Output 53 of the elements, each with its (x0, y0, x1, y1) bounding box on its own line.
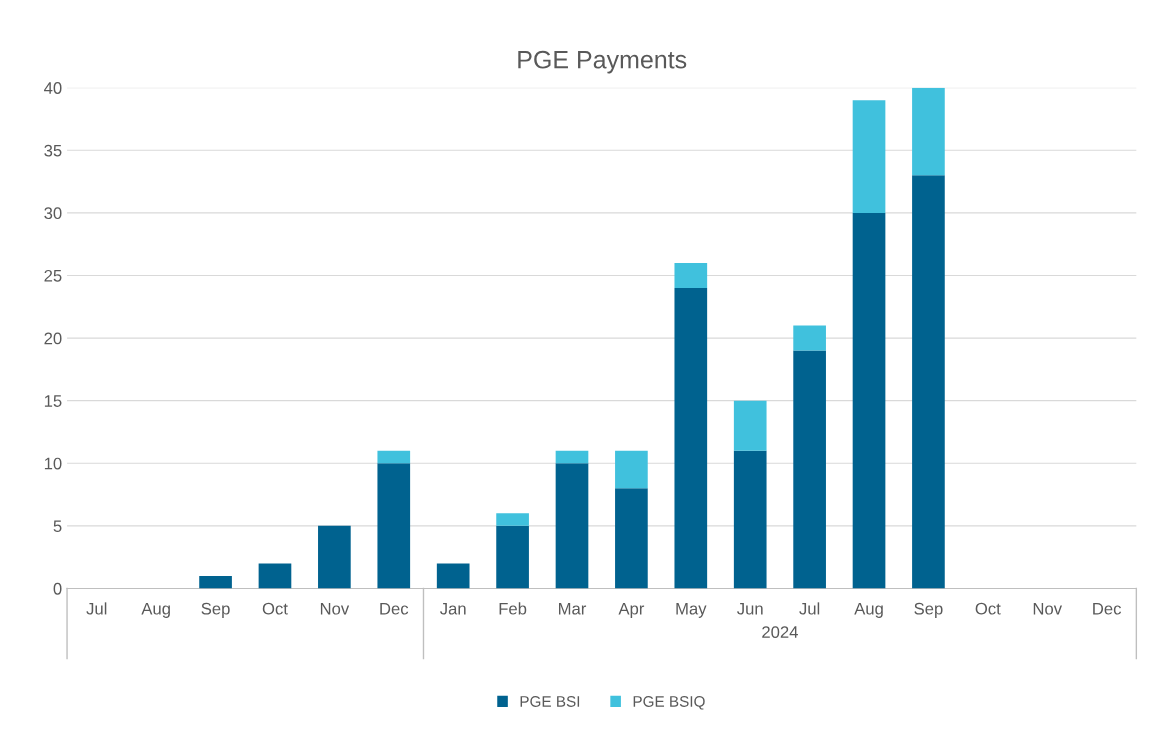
x-tick-label: Jun (737, 602, 763, 615)
x-tick-label: Nov (1033, 602, 1062, 615)
x-tick-label: Jul (86, 602, 107, 615)
bar (674, 262, 708, 289)
bar (793, 325, 826, 351)
x-tick-label: Sep (201, 602, 230, 618)
legend-label: PGE BSIQ (633, 696, 705, 710)
y-tick-label: 30 (44, 207, 62, 220)
bar (377, 450, 411, 464)
y-tick-label: 0 (53, 582, 62, 595)
bar (377, 463, 411, 589)
x-tick-label: Oct (975, 602, 1001, 615)
x-tick-label: Nov (320, 602, 350, 615)
x-tick-label: Jul (799, 602, 820, 615)
x-tick-label: Mar (559, 602, 587, 615)
x-tick-label: Oct (262, 602, 288, 615)
bar (318, 525, 351, 589)
bar (258, 563, 292, 589)
y-tick-label: 20 (44, 332, 62, 345)
bar (733, 400, 767, 451)
x-tick-label: Aug (854, 602, 883, 618)
y-tick-label: 15 (44, 395, 62, 407)
x-tick-label: May (676, 602, 707, 618)
bar (852, 212, 886, 589)
x-tick-label: Feb (499, 602, 527, 615)
bar (496, 525, 529, 589)
y-tick-label: 5 (53, 520, 62, 533)
bar (615, 450, 648, 489)
y-tick-label: 25 (44, 269, 62, 282)
bar (793, 350, 826, 589)
bar (436, 563, 470, 589)
bar (912, 87, 945, 176)
x-tick-label: Sep (914, 602, 943, 618)
bar (733, 450, 767, 589)
y-tick-label: 10 (44, 457, 62, 470)
x-tick-label: Dec (1093, 602, 1122, 615)
x-tick-label: Dec (380, 602, 409, 615)
bar (555, 463, 589, 589)
x-tick-label: Apr (618, 602, 645, 618)
bar (852, 100, 886, 213)
chart-title: PGE Payments (518, 50, 687, 74)
legend-label: PGE BSI (520, 696, 580, 707)
y-tick-label: 40 (44, 82, 62, 94)
bar (496, 513, 529, 526)
y-tick-label: 35 (44, 144, 62, 157)
text: 2024 (762, 626, 798, 638)
bar (555, 450, 589, 464)
bar (912, 175, 945, 589)
x-tick-label: Aug (141, 602, 170, 618)
bar (674, 288, 708, 589)
bar (615, 488, 648, 589)
bar (199, 575, 232, 589)
x-tick-label: Jan (440, 602, 466, 615)
